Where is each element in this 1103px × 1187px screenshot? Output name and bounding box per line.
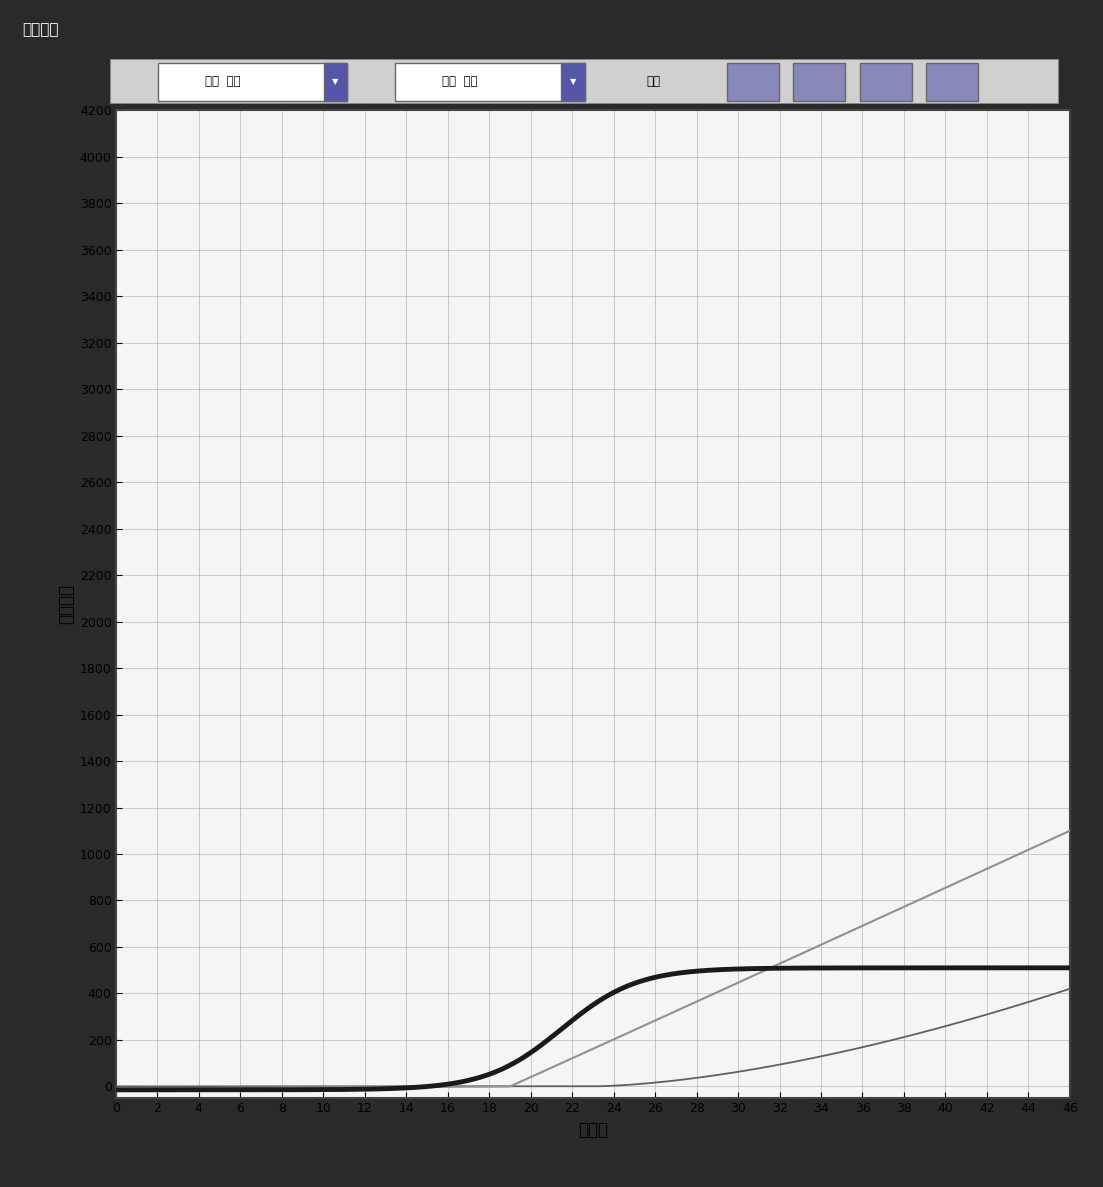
X-axis label: 循环数: 循环数	[578, 1121, 608, 1138]
Text: 类型  线性: 类型 线性	[442, 76, 478, 88]
Bar	[560, 63, 585, 101]
Text: 颜色  孔位: 颜色 孔位	[205, 76, 240, 88]
Bar	[324, 63, 347, 101]
Text: ▼: ▼	[569, 77, 576, 87]
Bar	[793, 63, 845, 101]
Bar	[727, 63, 779, 101]
Bar	[859, 63, 912, 101]
Text: ▼: ▼	[332, 77, 339, 87]
Bar	[158, 63, 347, 101]
Text: 扩增曲线: 扩增曲线	[22, 21, 58, 37]
Y-axis label: 荧光强度: 荧光强度	[57, 584, 76, 624]
Bar	[395, 63, 585, 101]
Text: 显示: 显示	[646, 76, 661, 88]
Bar	[927, 63, 978, 101]
